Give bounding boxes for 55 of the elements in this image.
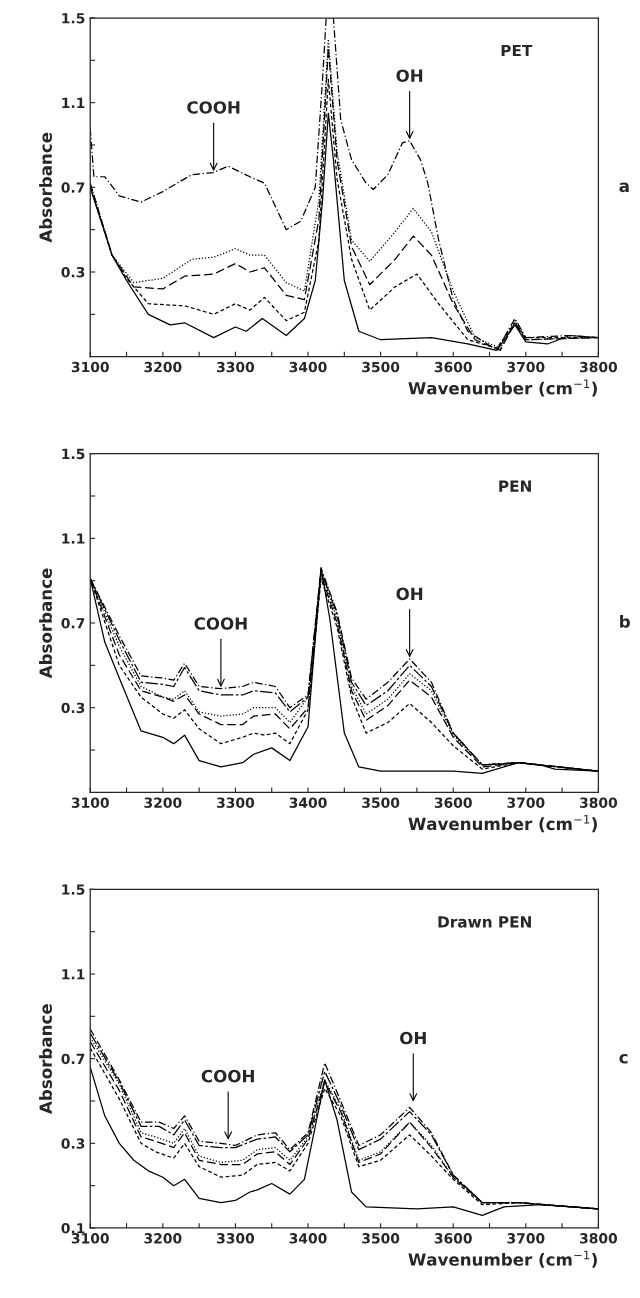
text: c	[619, 1053, 628, 1064]
x-tick-label: 3300	[217, 361, 255, 373]
x-axis-title: Wavenumber (cm$^{−1}$)	[408, 1250, 597, 1268]
x-tick-label: 3200	[144, 797, 182, 808]
y-axis-title: Absorbance	[39, 568, 52, 679]
y-tick-label: 0.3	[61, 266, 85, 278]
annotation: Drawn PEN	[438, 916, 531, 928]
x-tick-label: 3500	[362, 797, 400, 808]
x-tick-label: 3400	[289, 797, 327, 808]
y-tick-label: 0.1	[61, 1222, 85, 1234]
x-tick-label: 3100	[71, 797, 109, 808]
x-tick-label: 3700	[507, 1233, 545, 1244]
y-tick-label: 0.3	[61, 702, 85, 714]
x-tick-label: 3600	[434, 1233, 472, 1244]
y-axis-title: Absorbance	[39, 1004, 52, 1114]
y-tick-label: 0.7	[61, 1053, 85, 1065]
x-tick-label: 3100	[71, 1233, 109, 1244]
x-tick-label: 3500	[362, 1233, 400, 1244]
annotation: OH	[400, 1031, 426, 1045]
y-tick-label: 1.1	[62, 533, 85, 544]
x-tick-label: 3100	[71, 361, 109, 373]
y-tick-label: 1.5	[62, 448, 85, 460]
text: b	[620, 614, 630, 628]
x-tick-label: 3200	[144, 361, 182, 373]
x-axis-title: Wavenumber (cm$^{−1}$)	[408, 815, 597, 833]
y-tick-label: 0.7	[61, 617, 85, 629]
x-tick-label: 3800	[580, 361, 618, 373]
x-tick-label: 3400	[289, 1233, 327, 1244]
annotation: PET	[501, 44, 533, 57]
x-tick-label: 3800	[580, 1233, 618, 1244]
y-tick-label: 1.5	[62, 884, 85, 895]
x-tick-label: 3300	[217, 797, 255, 808]
x-tick-label: 3500	[362, 361, 400, 373]
x-tick-label: 3300	[217, 1233, 255, 1244]
x-axis-title: Wavenumber (cm$^{−1}$)	[408, 379, 597, 397]
x-tick-label: 3400	[289, 361, 327, 373]
y-tick-label: 1.5	[62, 13, 85, 24]
x-tick-label: 3600	[434, 797, 472, 808]
x-tick-label: 3600	[434, 361, 472, 373]
y-axis-title: Absorbance	[39, 132, 52, 243]
annotation: OH	[396, 587, 423, 601]
y-tick-label: 1.1	[62, 97, 85, 108]
y-tick-label: 0.3	[61, 1138, 85, 1149]
y-tick-label: 0.7	[61, 182, 85, 193]
annotation: COOH	[194, 617, 247, 630]
x-tick-label: 3800	[580, 797, 618, 808]
annotation: COOH	[187, 101, 240, 114]
y-tick-label: 1.1	[62, 969, 85, 980]
text: a	[619, 182, 629, 193]
annotation: COOH	[201, 1069, 254, 1083]
x-tick-label: 3200	[144, 1233, 182, 1244]
x-tick-label: 3700	[507, 797, 545, 808]
annotation: OH	[396, 69, 423, 82]
x-tick-label: 3700	[507, 361, 545, 373]
annotation: PEN	[499, 480, 531, 492]
